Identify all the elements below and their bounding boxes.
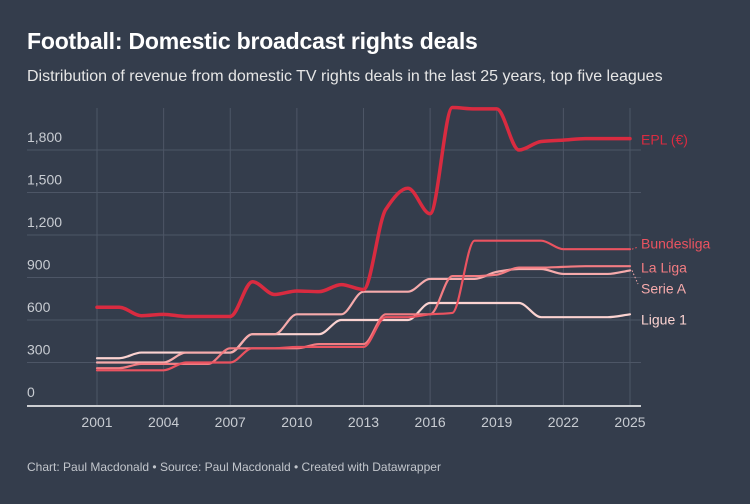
leader-line	[631, 246, 639, 250]
series-label: La Liga	[641, 260, 687, 276]
x-tick-label: 2019	[481, 414, 512, 430]
x-tick-label: 2004	[148, 414, 179, 430]
y-tick-label: 300	[27, 342, 51, 358]
series-label: Bundesliga	[641, 236, 710, 252]
y-tick-label: 0	[27, 384, 35, 400]
series-label: Ligue 1	[641, 312, 687, 328]
series-label: EPL (€)	[641, 132, 688, 148]
chart-subtitle: Distribution of revenue from domestic TV…	[27, 68, 663, 85]
x-tick-label: 2022	[548, 414, 579, 430]
series-line-epl	[95, 105, 632, 319]
x-tick-label: 2013	[348, 414, 379, 430]
chart-footer: Chart: Paul Macdonald • Source: Paul Mac…	[27, 460, 441, 474]
series-line-la-liga	[95, 265, 632, 370]
x-tick-label: 2025	[614, 414, 645, 430]
chart-title: Football: Domestic broadcast rights deal…	[27, 28, 478, 54]
x-tick-label: 2016	[415, 414, 446, 430]
y-tick-label: 1,800	[27, 129, 62, 145]
x-tick-label: 2010	[281, 414, 312, 430]
leader-line	[631, 270, 639, 285]
series-label: Serie A	[641, 281, 687, 297]
y-tick-label: 1,200	[27, 214, 62, 230]
y-tick-label: 900	[27, 257, 51, 273]
x-tick-label: 2007	[215, 414, 246, 430]
series-line-serie-a	[95, 267, 632, 364]
y-tick-label: 1,500	[27, 172, 62, 188]
y-tick-label: 600	[27, 299, 51, 315]
series-line-bundesliga	[95, 239, 632, 372]
x-tick-label: 2001	[81, 414, 112, 430]
